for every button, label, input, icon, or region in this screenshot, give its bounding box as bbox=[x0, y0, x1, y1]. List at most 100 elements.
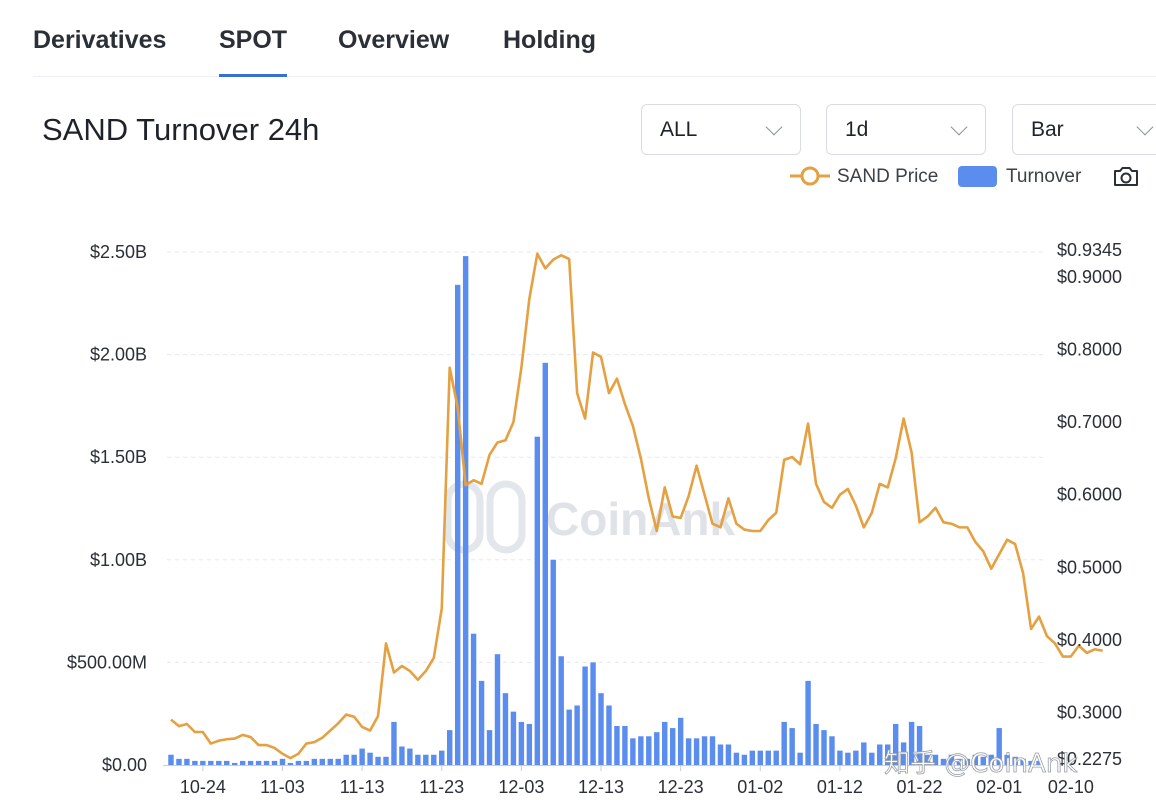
turnover-bar bbox=[972, 754, 979, 765]
price-line bbox=[170, 252, 1103, 760]
turnover-bar bbox=[502, 693, 509, 765]
turnover-bar bbox=[534, 436, 541, 765]
turnover-bar bbox=[407, 748, 413, 765]
turnover-bar bbox=[924, 754, 931, 765]
watermark-corner: 知乎 @CoinAnk bbox=[884, 749, 1077, 779]
turnover-bar bbox=[200, 760, 206, 765]
interval-select-value: 1d bbox=[845, 118, 869, 141]
turnover-bar bbox=[741, 754, 748, 765]
y-right-tick-label: $0.3000 bbox=[1057, 702, 1122, 722]
turnover-bar bbox=[319, 758, 325, 765]
turnover-bar bbox=[773, 750, 779, 765]
x-tick-label: 02-10 bbox=[1048, 777, 1094, 797]
turnover-bar bbox=[590, 662, 596, 765]
x-tick-label: 02-01 bbox=[976, 777, 1022, 797]
turnover-bar bbox=[765, 750, 771, 765]
turnover-bar bbox=[558, 656, 564, 765]
turnover-bar bbox=[192, 760, 198, 765]
page-title: SAND Turnover 24h bbox=[42, 112, 320, 147]
turnover-bar bbox=[980, 756, 986, 765]
turnover-bar bbox=[956, 758, 963, 765]
camera-icon[interactable] bbox=[1112, 164, 1140, 188]
turnover-bar bbox=[781, 721, 787, 765]
turnover-bar bbox=[622, 726, 628, 765]
turnover-bar bbox=[853, 750, 859, 765]
turnover-bar bbox=[550, 559, 556, 765]
turnover-bar bbox=[303, 760, 310, 765]
turnover-bar bbox=[439, 750, 445, 765]
turnover-bar bbox=[916, 726, 923, 765]
turnover-bar bbox=[677, 717, 684, 765]
turnover-bar bbox=[717, 744, 724, 765]
turnover-bar bbox=[789, 728, 795, 765]
turnover-bar bbox=[1020, 758, 1026, 765]
turnover-bar bbox=[391, 721, 397, 765]
turnover-bar bbox=[359, 748, 365, 765]
tab-overview[interactable]: Overview bbox=[338, 26, 450, 54]
turnover-bar bbox=[383, 756, 389, 765]
y-right-tick-label: $0.4000 bbox=[1057, 630, 1122, 650]
y-left-tick-label: $2.50B bbox=[90, 242, 147, 262]
turnover-bar bbox=[279, 758, 286, 765]
legend-turnover[interactable]: Turnover bbox=[958, 163, 1088, 189]
turnover-bar bbox=[343, 754, 349, 765]
turnover-bar bbox=[885, 744, 891, 765]
turnover-bar bbox=[224, 760, 230, 765]
turnover-bar bbox=[654, 732, 660, 765]
y-left-tick-label: $1.00B bbox=[90, 550, 147, 570]
turnover-bar bbox=[208, 760, 214, 765]
turnover-bar bbox=[542, 362, 548, 765]
turnover-bar bbox=[255, 760, 262, 765]
turnover-bar bbox=[892, 723, 899, 765]
turnover-bar bbox=[1028, 760, 1034, 765]
turnover-bar bbox=[271, 760, 278, 765]
turnover-bar bbox=[709, 736, 716, 765]
y-right-tick-label: $0.6000 bbox=[1057, 485, 1122, 505]
turnover-bar bbox=[646, 736, 652, 765]
tab-holding[interactable]: Holding bbox=[503, 26, 597, 54]
range-select[interactable]: ALL bbox=[641, 104, 801, 155]
y-left-tick-label: $500.00M bbox=[67, 652, 147, 672]
turnover-bar bbox=[725, 744, 732, 765]
y-left-tick-label: $2.00B bbox=[90, 345, 147, 365]
turnover-bar bbox=[510, 711, 517, 765]
x-tick-label: 11-03 bbox=[260, 777, 305, 797]
y-right-tick-label: $0.7000 bbox=[1057, 412, 1122, 432]
price-series-line bbox=[170, 252, 1103, 760]
turnover-bar bbox=[813, 723, 819, 765]
x-tick-label: 01-12 bbox=[817, 777, 863, 797]
turnover-bar bbox=[176, 758, 182, 765]
turnover-bar bbox=[869, 752, 875, 765]
x-tick-label: 12-03 bbox=[498, 777, 544, 797]
tab-spot[interactable]: SPOT bbox=[219, 26, 288, 77]
turnover-bar bbox=[582, 666, 588, 765]
tab-derivatives[interactable]: Derivatives bbox=[33, 26, 167, 54]
turnover-bar bbox=[399, 746, 405, 765]
turnover-bar bbox=[662, 721, 668, 765]
turnover-bar bbox=[574, 705, 580, 765]
turnover-bar bbox=[1036, 760, 1042, 765]
axes: $0.00 $500.00M $1.00B $1.50B $2.00B $2.50B $0.… bbox=[67, 240, 1122, 797]
x-tick-label: 10-24 bbox=[180, 777, 226, 797]
turnover-bar bbox=[837, 750, 843, 765]
chart-type-select[interactable]: Bar bbox=[1012, 104, 1156, 155]
turnover-bar bbox=[861, 742, 867, 765]
turnover-bar bbox=[327, 758, 333, 765]
line-marker-icon bbox=[790, 166, 830, 186]
turnover-bar bbox=[733, 752, 740, 765]
turnover-bar bbox=[757, 750, 763, 765]
interval-select[interactable]: 1d bbox=[826, 104, 986, 155]
turnover-bar bbox=[454, 284, 461, 765]
turnover-bar bbox=[940, 758, 947, 765]
y-left-tick-label: $1.50B bbox=[90, 447, 147, 467]
x-tick-label: 11-13 bbox=[340, 777, 385, 797]
turnover-bars bbox=[168, 256, 1042, 765]
turnover-bar bbox=[462, 256, 469, 765]
legend-price[interactable]: SAND Price bbox=[790, 163, 942, 189]
turnover-bar bbox=[797, 752, 803, 765]
turnover-bar bbox=[877, 744, 883, 765]
turnover-bar bbox=[988, 754, 994, 765]
turnover-bar bbox=[231, 762, 238, 765]
turnover-bar bbox=[351, 754, 357, 765]
